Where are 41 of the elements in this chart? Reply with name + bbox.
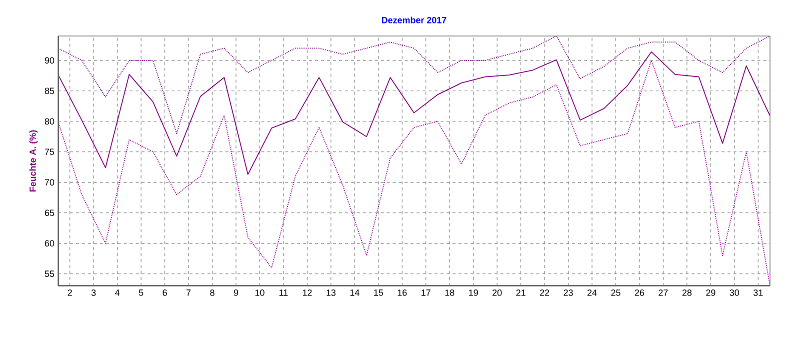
y-tick-label: 65 — [44, 210, 54, 216]
x-tick-label: 26 — [634, 290, 644, 296]
x-tick-label: 20 — [492, 290, 502, 296]
y-tick-label: 85 — [44, 88, 54, 94]
x-tick-label: 10 — [255, 290, 264, 296]
line-series — [58, 51, 770, 175]
x-tick-label: 13 — [326, 290, 336, 296]
x-tick-label: 16 — [398, 290, 407, 296]
x-tick-label: 28 — [682, 290, 692, 296]
x-tick-label: 12 — [302, 290, 312, 296]
x-tick-label: 14 — [350, 290, 360, 296]
x-tick-label: 18 — [445, 290, 454, 296]
x-tick-label: 21 — [516, 290, 526, 296]
x-tick-label: 2 — [68, 290, 72, 296]
x-tick-label: 27 — [658, 290, 668, 296]
chart-title: Dezember 2017 — [382, 16, 446, 24]
x-tick-label: 31 — [754, 290, 763, 296]
y-tick-label: 60 — [44, 240, 54, 246]
x-tick-label: 23 — [564, 290, 573, 296]
x-tick-label: 15 — [374, 290, 384, 296]
x-tick-label: 6 — [162, 290, 167, 296]
x-tick-label: 22 — [540, 290, 550, 296]
y-tick-label: 90 — [44, 57, 54, 64]
x-tick-label: 30 — [730, 290, 740, 296]
x-tick-label: 25 — [611, 290, 620, 296]
x-tick-label: 5 — [138, 290, 144, 296]
y-tick-label: 70 — [44, 179, 54, 186]
x-tick-label: 4 — [115, 290, 120, 296]
y-tick-label: 75 — [44, 148, 54, 155]
y-axis-title: Feuchte A. (%) — [29, 130, 38, 192]
x-tick-label: 19 — [469, 290, 478, 296]
x-tick-label: 9 — [234, 290, 238, 296]
x-tick-label: 3 — [91, 290, 96, 296]
x-tick-label: 17 — [422, 290, 430, 296]
y-tick-label: 80 — [44, 118, 54, 125]
y-tick-label: 55 — [44, 270, 54, 277]
x-tick-label: 7 — [186, 290, 191, 296]
x-tick-label: 24 — [587, 290, 597, 296]
x-tick-label: 29 — [706, 290, 716, 296]
x-tick-label: 11 — [280, 290, 288, 296]
x-tick-label: 8 — [210, 290, 214, 296]
